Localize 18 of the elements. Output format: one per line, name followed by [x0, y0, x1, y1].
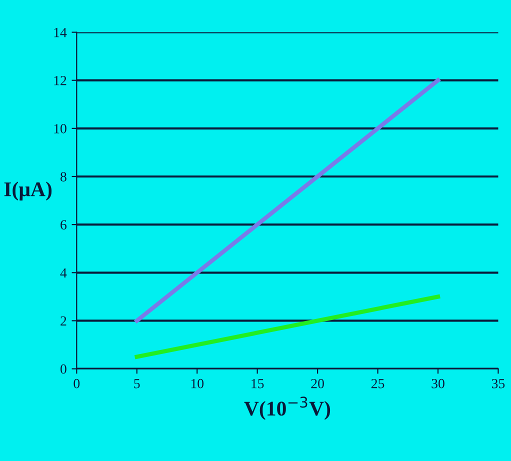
- y-tick-label: 8: [60, 172, 66, 182]
- y-tick-label: 2: [60, 316, 66, 326]
- x-tick-label: 30: [432, 378, 444, 388]
- y-tick-label: 10: [54, 124, 66, 134]
- x-tick-label: 5: [134, 379, 140, 388]
- y-axis-title: I(μA): [4, 182, 52, 201]
- x-tick-label: 25: [371, 378, 384, 388]
- y-tick-label: 4: [60, 268, 67, 278]
- y-tick-label: 6: [60, 220, 67, 230]
- x-axis-title: V(10$^{−3}$V): [244, 396, 330, 420]
- x-tick-label: 10: [191, 378, 204, 388]
- y-tick-label: 14: [54, 28, 67, 38]
- x-tick-label: 20: [311, 378, 324, 388]
- x-tick-label: 35: [492, 378, 505, 388]
- x-tick-label: 15: [252, 378, 264, 388]
- y-tick-label: 12: [54, 76, 66, 86]
- x-tick-label: 0: [74, 378, 80, 388]
- y-tick-label: 0: [60, 364, 66, 374]
